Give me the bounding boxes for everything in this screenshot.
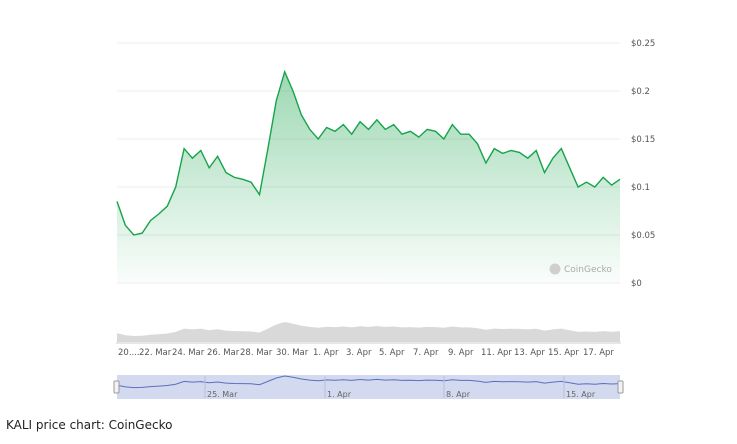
navigator-right-handle[interactable]	[617, 380, 624, 394]
y-axis: $0 $0.05 $0.1 $0.15 $0.2 $0.25	[631, 39, 655, 289]
chart-caption: KALI price chart: CoinGecko	[6, 418, 173, 432]
navigator-tick-label: 25. Mar	[207, 390, 238, 399]
x-tick-label: 17. Apr	[583, 348, 614, 358]
watermark-text: CoinGecko	[564, 265, 612, 275]
navigator-tick-label: 1. Apr	[327, 390, 352, 399]
navigator-line	[116, 375, 621, 389]
x-tick-label: 13. Apr	[514, 348, 545, 358]
x-tick-label: 30. Mar	[276, 348, 309, 358]
navigator-range[interactable]	[117, 375, 620, 399]
watermark: CoinGecko	[549, 263, 612, 275]
y-tick-label: $0	[631, 279, 642, 289]
navigator-tick-label: 8. Apr	[446, 390, 471, 399]
navigator-ticks: 25. Mar 1. Apr 8. Apr 15. Apr	[204, 376, 596, 399]
y-tick-label: $0.2	[631, 87, 650, 97]
x-axis: 20.... 22. Mar 24. Mar 26. Mar 28. Mar 30. Ma…	[118, 348, 614, 358]
x-tick-label: 22. Mar	[139, 348, 172, 358]
navigator-tick-label: 15. Apr	[566, 390, 596, 399]
x-tick-label: 20....	[118, 348, 140, 358]
volume-area	[117, 322, 620, 342]
x-tick-label: 26. Mar	[207, 348, 240, 358]
price-line	[116, 69, 621, 236]
x-tick-label: 24. Mar	[172, 348, 205, 358]
price-area	[117, 71, 620, 283]
navigator-left-handle[interactable]	[113, 380, 120, 394]
y-tick-label: $0.15	[631, 135, 655, 145]
x-tick-label: 3. Apr	[346, 348, 372, 358]
x-tick-label: 5. Apr	[379, 348, 405, 358]
x-tick-label: 28. Mar	[240, 348, 273, 358]
x-tick-label: 15. Apr	[548, 348, 579, 358]
navigator[interactable]: 25. Mar 1. Apr 8. Apr 15. Apr	[113, 375, 624, 399]
y-tick-label: $0.05	[631, 231, 655, 241]
y-tick-label: $0.1	[631, 183, 650, 193]
x-tick-label: 1. Apr	[313, 348, 339, 358]
x-tick-label: 9. Apr	[448, 348, 474, 358]
x-tick-label: 11. Apr	[481, 348, 512, 358]
x-tick-label: 7. Apr	[413, 348, 439, 358]
y-tick-label: $0.25	[631, 39, 655, 49]
